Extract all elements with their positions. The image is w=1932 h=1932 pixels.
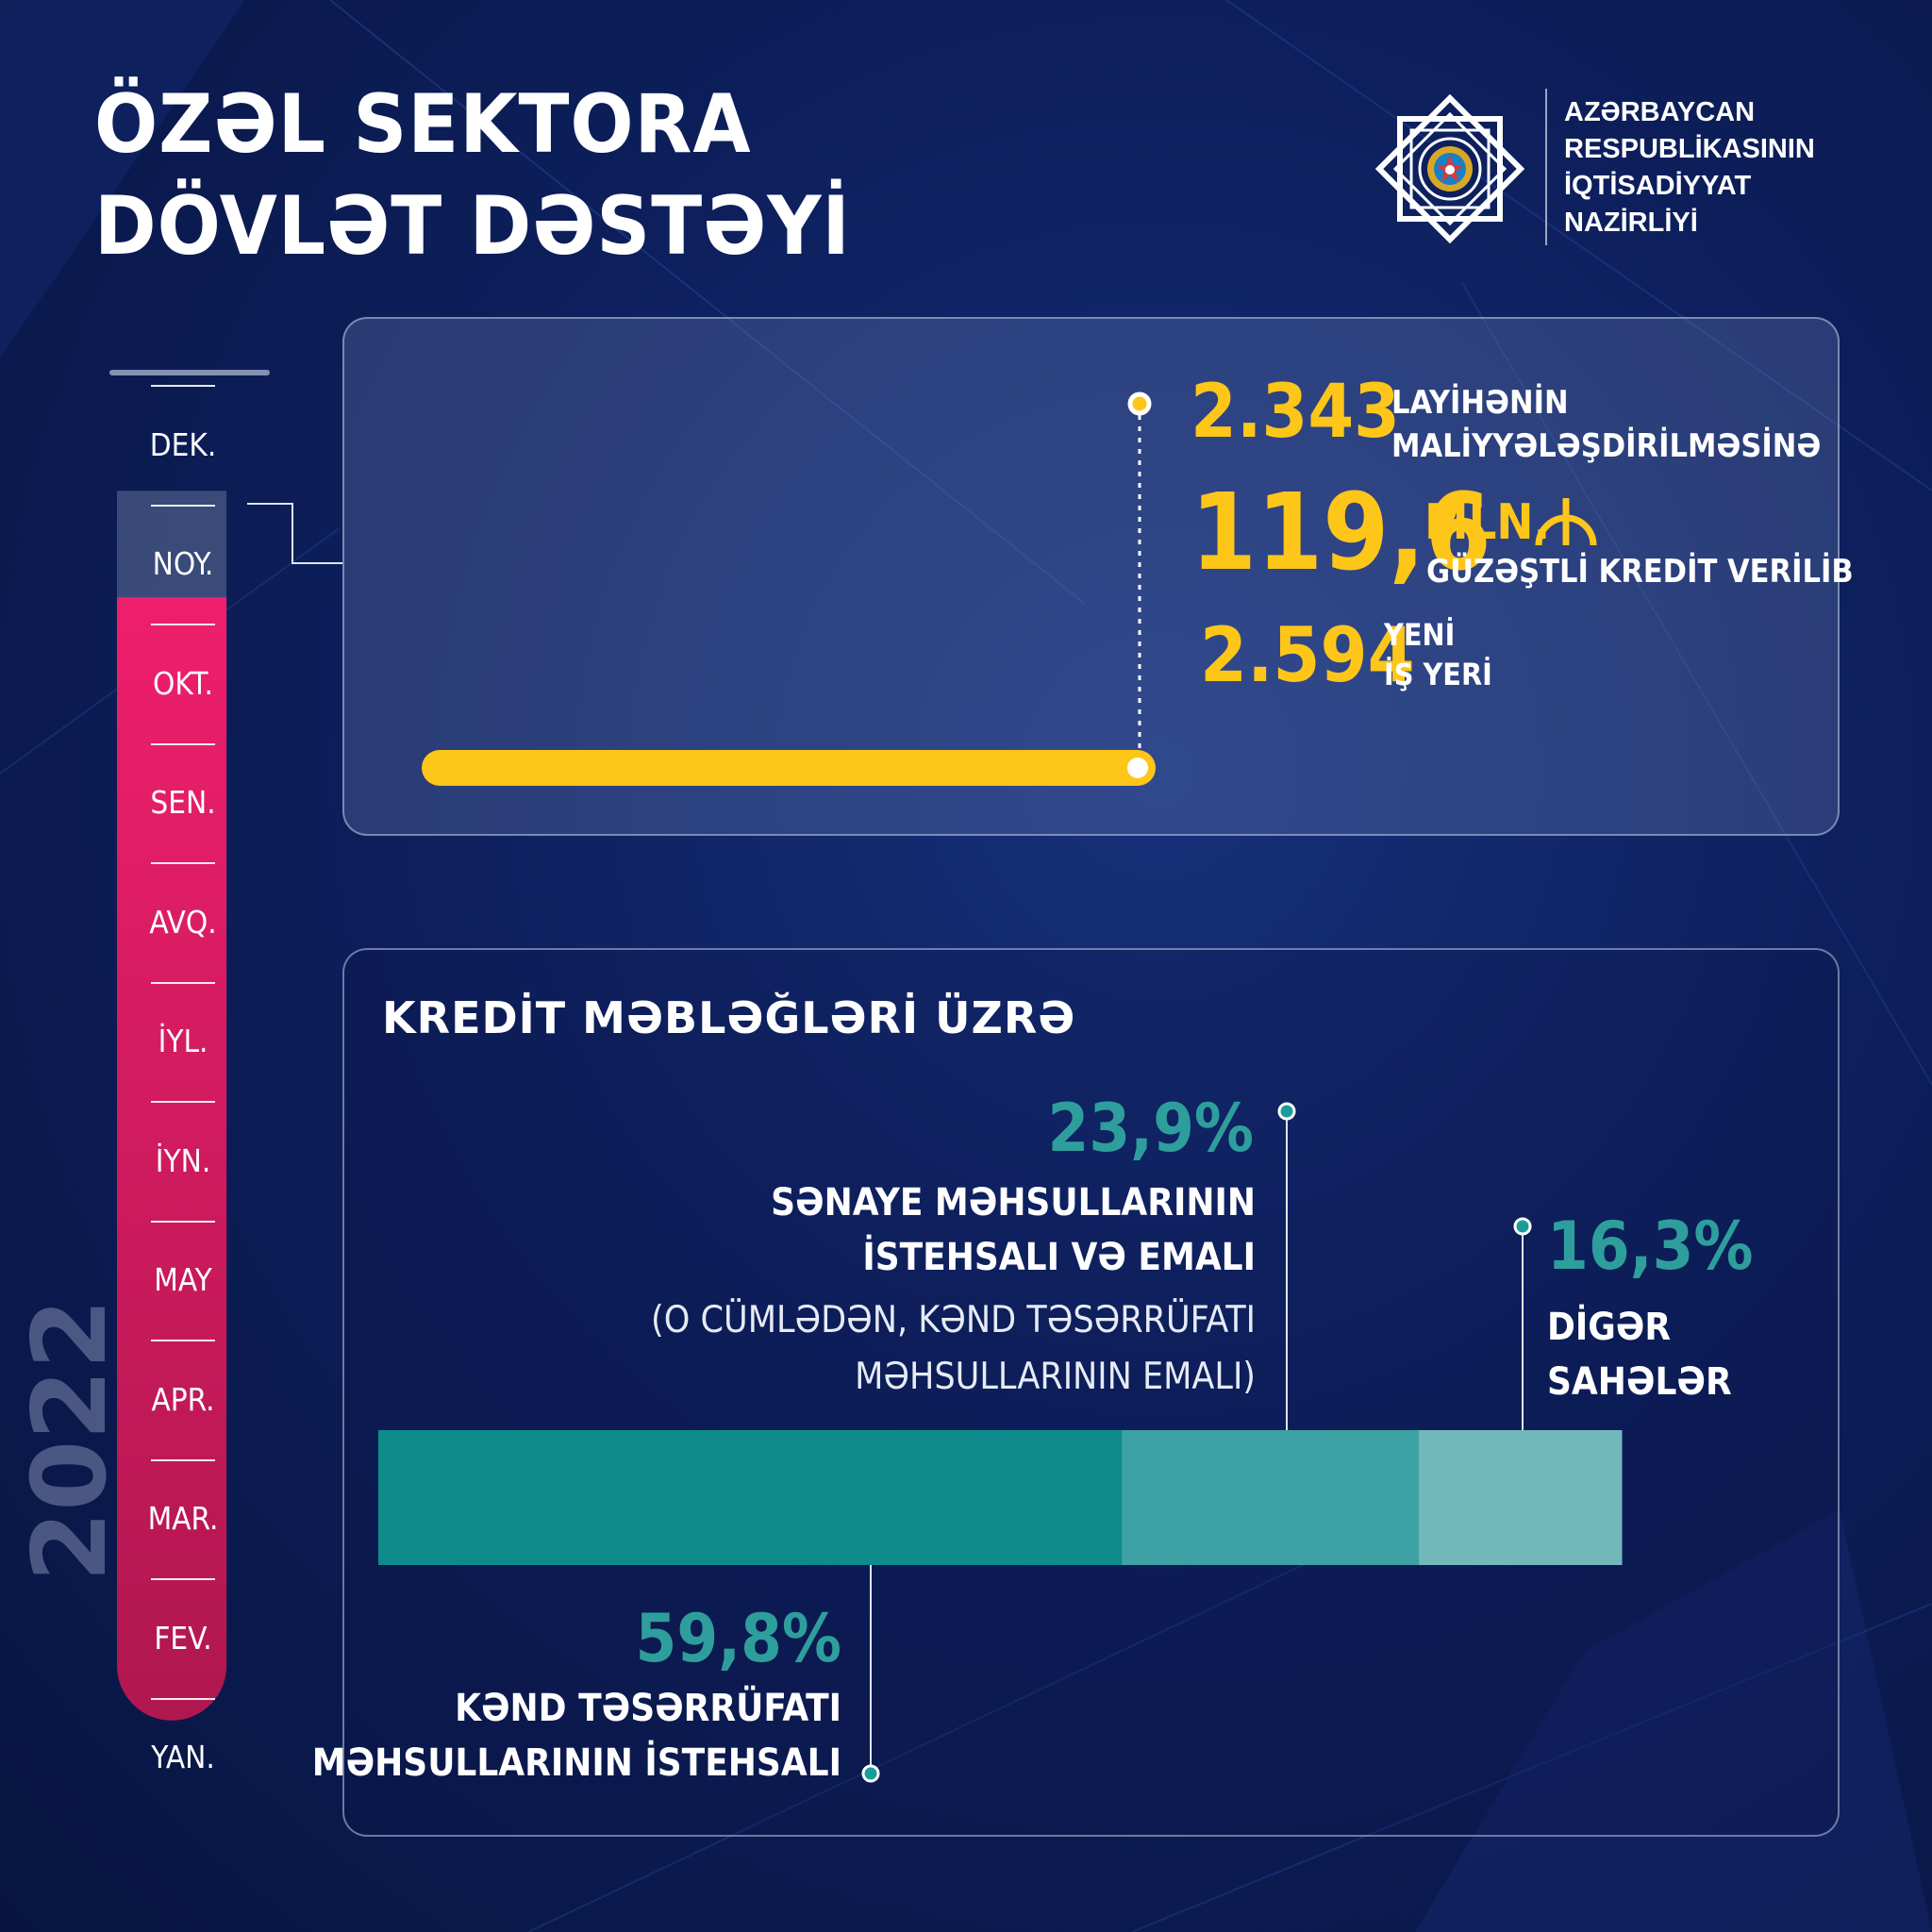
timeline-month: SEN. xyxy=(150,784,216,821)
timeline-tick xyxy=(151,624,215,625)
timeline-tick xyxy=(151,981,215,984)
segment-agriculture-label-line-2: MƏHSULLARININ İSTEHSALI xyxy=(311,1741,841,1785)
segment-other-percent: 16,3% xyxy=(1547,1208,1754,1285)
chart-title: KREDİT MƏBLƏĞLƏRİ ÜZRƏ xyxy=(382,992,1076,1043)
title-line-2: DÖVLƏT DƏSTƏYİ xyxy=(94,179,851,274)
segment-agriculture-label: KƏND TƏSƏRRÜFATI MƏHSULLARININ İSTEHSALI xyxy=(312,1681,841,1790)
segment-industry-note-line-1: (O CÜMLƏDƏN, KƏND TƏSƏRRÜFATI xyxy=(651,1299,1256,1341)
timeline-year: 2022 xyxy=(11,1298,129,1582)
ministry-line-2: RESPUBLİKASININ xyxy=(1564,134,1815,164)
timeline-tick xyxy=(151,1458,215,1461)
segment-industry-label-line-2: İSTEHSALI VƏ EMALI xyxy=(862,1236,1256,1279)
segment-industry-label: SƏNAYE MƏHSULLARININ İSTEHSALI VƏ EMALI xyxy=(771,1175,1256,1285)
segment-other-label-line-1: DİGƏR xyxy=(1547,1306,1672,1349)
segment-other-label-line-2: SAHƏLƏR xyxy=(1547,1360,1732,1404)
segment-industry-note-line-2: MƏHSULLARININ EMALI) xyxy=(855,1356,1256,1398)
thermometer-fill xyxy=(117,597,227,1721)
segment-industry-percent: 23,9% xyxy=(1047,1090,1254,1167)
timeline-tick xyxy=(151,742,215,745)
jobs-label-line-1: YENİ xyxy=(1384,617,1456,653)
timeline-tick xyxy=(151,1697,215,1700)
page-title: ÖZƏL SEKTORA DÖVLƏT DƏSTƏYİ xyxy=(94,74,851,277)
timeline-tick xyxy=(151,1578,215,1580)
segment-other-label: DİGƏR SAHƏLƏR xyxy=(1547,1300,1732,1409)
ministry-emblem-icon xyxy=(1374,93,1525,244)
ministry-line-1: AZƏRBAYCAN xyxy=(1564,97,1756,127)
credit-breakdown-panel xyxy=(342,948,1840,1837)
ministry-line-4: NAZİRLİYİ xyxy=(1564,208,1698,238)
timeline-month: MAR. xyxy=(147,1500,219,1537)
projects-value: 2.343 xyxy=(1191,370,1400,455)
jobs-label: YENİ İŞ YERİ xyxy=(1384,615,1492,694)
timeline-month: DEK. xyxy=(149,425,217,463)
credit-unit: MLN. xyxy=(1424,494,1551,551)
title-line-1: ÖZƏL SEKTORA xyxy=(94,77,752,172)
segment-agriculture-label-line-1: KƏND TƏSƏRRÜFATI xyxy=(455,1687,841,1730)
thermometer-empty-part xyxy=(117,491,227,603)
projects-label-line-2: MALİYYƏLƏŞDİRİLMƏSİNƏ xyxy=(1391,427,1822,465)
logo-divider xyxy=(1545,89,1547,245)
credit-label: GÜZƏŞTLİ KREDİT VERİLİB xyxy=(1426,553,1854,591)
segment-industry-note: (O CÜMLƏDƏN, KƏND TƏSƏRRÜFATI MƏHSULLARI… xyxy=(651,1292,1256,1406)
jobs-label-line-2: İŞ YERİ xyxy=(1384,657,1492,692)
summary-panel xyxy=(342,317,1840,836)
timeline-tick xyxy=(151,1220,215,1223)
timeline-tick xyxy=(151,385,215,387)
timeline-month: FEV. xyxy=(154,1619,212,1657)
segment-industry-label-line-1: SƏNAYE MƏHSULLARININ xyxy=(771,1181,1256,1224)
ministry-line-3: İQTİSADİYYAT xyxy=(1564,171,1752,201)
timeline-month: NOY. xyxy=(152,545,214,582)
timeline-month: MAY xyxy=(154,1261,212,1298)
timeline-thermometer xyxy=(117,491,227,1721)
timeline-month: APR. xyxy=(151,1380,215,1418)
jobs-value: 2.594 xyxy=(1200,611,1415,699)
timeline-month: İYN. xyxy=(155,1141,211,1179)
segment-agriculture-percent: 59,8% xyxy=(635,1600,841,1677)
timeline-tick xyxy=(151,1340,215,1341)
timeline-month: AVQ. xyxy=(149,903,217,941)
credit-value: 119,6 xyxy=(1191,472,1491,594)
timeline-month: OKT. xyxy=(153,664,213,702)
ministry-name: AZƏRBAYCAN RESPUBLİKASININ İQTİSADİYYAT … xyxy=(1564,94,1815,242)
timeline-tick xyxy=(151,504,215,507)
manat-currency-icon xyxy=(1535,498,1597,546)
thermometer-lip xyxy=(109,370,270,375)
timeline-tick xyxy=(151,1101,215,1103)
projects-label-line-1: LAYİHƏNİN xyxy=(1391,384,1569,422)
timeline-month: YAN. xyxy=(151,1739,215,1775)
timeline-tick xyxy=(151,862,215,864)
projects-label: LAYİHƏNİN MALİYYƏLƏŞDİRİLMƏSİNƏ xyxy=(1391,381,1821,468)
timeline-month: İYL. xyxy=(158,1023,208,1059)
